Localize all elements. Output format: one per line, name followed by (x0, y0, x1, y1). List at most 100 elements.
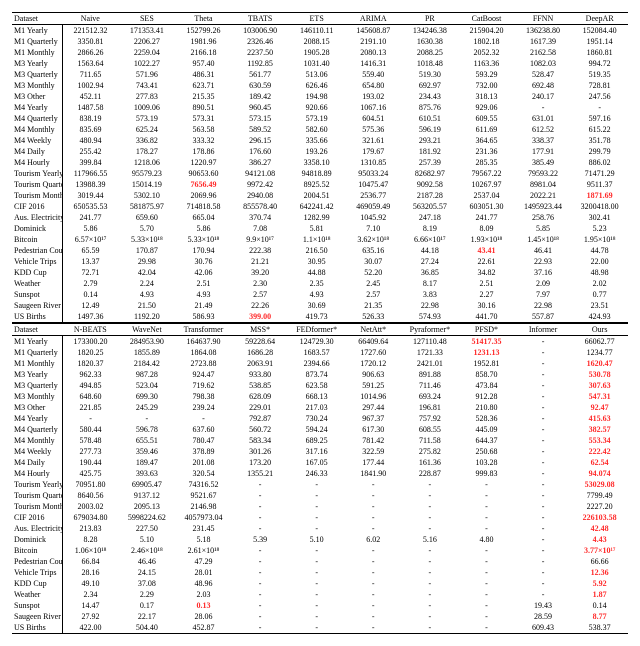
metric-cell: 2237.50 (232, 47, 289, 58)
metric-cell: 781.42 (345, 435, 402, 446)
row-label: M4 Weekly (12, 446, 62, 457)
metric-cell: 215.35 (175, 91, 232, 102)
metric-cell: 486.31 (175, 69, 232, 80)
metric-cell: 5.85 (515, 223, 572, 234)
metric-cell: - (232, 512, 289, 523)
metric-cell: 929.06 (458, 102, 515, 113)
metric-cell: 2191.10 (345, 36, 402, 47)
metric-cell: 296.15 (232, 135, 289, 146)
metric-cell: 222.38 (232, 245, 289, 256)
metric-cell: - (458, 523, 515, 534)
row-label: M3 Quarterly (12, 69, 62, 80)
metric-cell: 164637.90 (175, 336, 232, 348)
metric-cell: - (288, 567, 345, 578)
metric-cell: 425.75 (62, 468, 119, 479)
metric-cell: 5.39 (232, 534, 289, 545)
metric-cell: 1282.99 (288, 212, 345, 223)
metric-cell: 571.96 (119, 69, 176, 80)
metric-cell: - (232, 523, 289, 534)
metric-cell: 563205.57 (402, 201, 459, 212)
metric-cell: 962.33 (62, 369, 119, 380)
row-label: M3 Other (12, 402, 62, 413)
metric-cell: 994.72 (571, 58, 628, 69)
metric-cell: - (345, 600, 402, 611)
row-label: M4 Daily (12, 457, 62, 468)
metric-cell: 1.06×10¹⁸ (62, 545, 119, 556)
metric-cell: 5.81 (288, 223, 345, 234)
metric-cell: 1727.60 (345, 347, 402, 358)
row-label: Aus. Electricity Demand (12, 523, 62, 534)
metric-cell: 79593.22 (515, 168, 572, 179)
metric-cell: 189.47 (119, 457, 176, 468)
metric-cell: 604.51 (345, 113, 402, 124)
metric-cell: 70951.80 (62, 479, 119, 490)
metric-cell: - (288, 578, 345, 589)
metric-cell: 2.30 (232, 278, 289, 289)
metric-cell: 1082.03 (515, 58, 572, 69)
metric-cell: 419.73 (288, 311, 345, 323)
metric-cell: 580.44 (62, 424, 119, 435)
metric-cell: 1014.96 (345, 391, 402, 402)
metric-cell: - (571, 102, 628, 113)
metric-cell: - (515, 556, 572, 567)
metric-cell: 8.28 (62, 534, 119, 545)
metric-cell: 1018.48 (402, 58, 459, 69)
metric-cell: 1720.12 (345, 358, 402, 369)
metric-cell: 573.19 (119, 113, 176, 124)
metric-cell: 1497.36 (62, 311, 119, 323)
metric-cell: 593.29 (458, 69, 515, 80)
metric-cell: - (402, 578, 459, 589)
row-label: Bitcoin (12, 234, 62, 245)
metric-cell: 29.98 (119, 256, 176, 267)
metric-cell: 3.83 (402, 289, 459, 300)
metric-cell: 960.45 (232, 102, 289, 113)
col-header: Transformer (175, 324, 232, 336)
metric-cell: 1310.85 (345, 157, 402, 168)
row-label: Sunspot (12, 600, 62, 611)
metric-cell: 0.14 (571, 600, 628, 611)
metric-cell: - (288, 490, 345, 501)
metric-cell: 1002.94 (62, 80, 119, 91)
metric-cell: 30.16 (458, 300, 515, 311)
metric-cell: - (402, 600, 459, 611)
metric-cell: 728.81 (571, 80, 628, 91)
metric-cell: 3200418.00 (571, 201, 628, 212)
metric-cell: 597.16 (571, 113, 628, 124)
metric-cell: 8925.52 (288, 179, 345, 190)
metric-cell: 2063.91 (232, 358, 289, 369)
metric-cell: - (515, 468, 572, 479)
metric-cell: 217.03 (288, 402, 345, 413)
metric-cell: 21.21 (232, 256, 289, 267)
metric-cell: 22.98 (402, 300, 459, 311)
metric-cell: 12.49 (62, 300, 119, 311)
metric-cell: 2004.51 (288, 190, 345, 201)
metric-cell: 240.17 (515, 91, 572, 102)
metric-cell: 1617.39 (515, 36, 572, 47)
metric-cell: - (232, 578, 289, 589)
metric-cell: 1721.33 (402, 347, 459, 358)
metric-cell: 177.91 (515, 146, 572, 157)
row-label: Saugeen River Flow (12, 611, 62, 622)
metric-cell: 719.62 (175, 380, 232, 391)
metric-cell: 1905.28 (288, 47, 345, 58)
metric-cell: 43.41 (458, 245, 515, 256)
metric-cell: 2088.15 (288, 36, 345, 47)
metric-cell: - (458, 567, 515, 578)
metric-cell: - (232, 611, 289, 622)
metric-cell: 284953.90 (119, 336, 176, 348)
metric-cell: 528.47 (515, 69, 572, 80)
row-label: M4 Monthly (12, 435, 62, 446)
metric-cell: 103.28 (458, 457, 515, 468)
metric-cell: 743.41 (119, 80, 176, 91)
metric-cell: 1952.81 (458, 358, 515, 369)
metric-cell: 623.58 (288, 380, 345, 391)
metric-cell: 609.55 (458, 113, 515, 124)
metric-cell: 42.04 (119, 267, 176, 278)
metric-cell: 221.85 (62, 402, 119, 413)
metric-cell: 2537.04 (458, 190, 515, 201)
row-label: Tourism Quarterly (12, 179, 62, 190)
metric-cell: 699.30 (119, 391, 176, 402)
metric-cell: 14.47 (62, 600, 119, 611)
row-label: Saugeen River Flow (12, 300, 62, 311)
metric-cell: 241.77 (458, 212, 515, 223)
